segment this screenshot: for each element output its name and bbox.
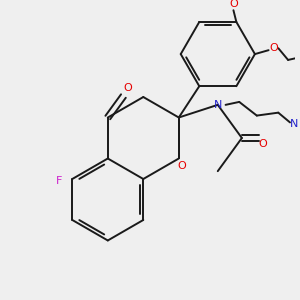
Text: N: N — [290, 119, 298, 129]
Text: O: O — [123, 83, 132, 93]
Text: O: O — [229, 0, 238, 9]
Text: O: O — [258, 139, 267, 149]
Text: F: F — [56, 176, 62, 186]
Text: O: O — [177, 161, 186, 171]
Text: N: N — [214, 100, 222, 110]
Text: O: O — [269, 43, 278, 53]
